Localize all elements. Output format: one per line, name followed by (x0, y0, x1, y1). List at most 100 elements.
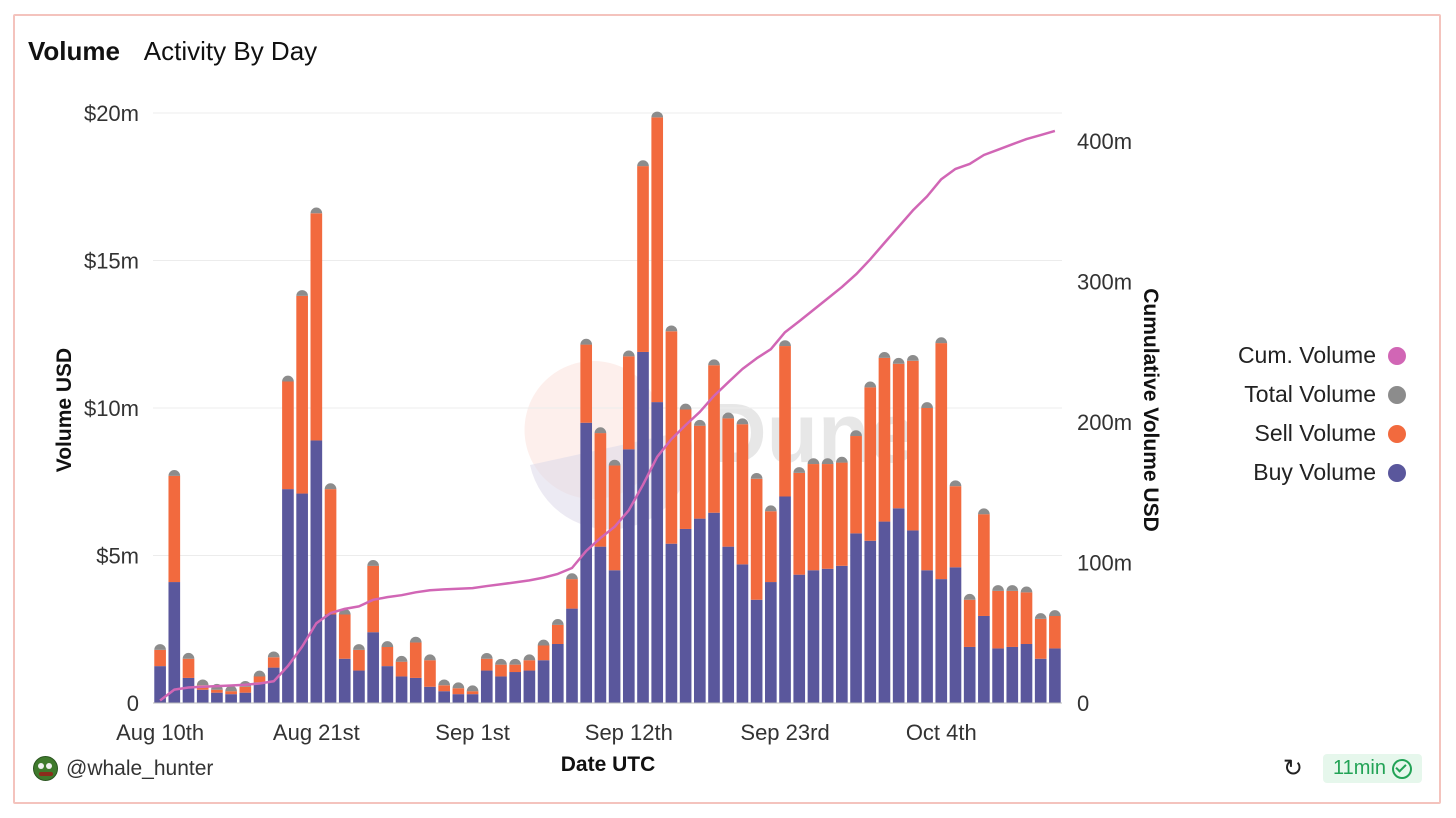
sell-volume-bar (622, 356, 635, 450)
buy-volume-bar (296, 493, 308, 703)
total-volume-marker (466, 685, 479, 692)
total-volume-marker (395, 655, 408, 662)
total-volume-marker (409, 636, 422, 643)
total-volume-marker (850, 430, 862, 437)
sell-volume-bar (537, 645, 550, 661)
buy-volume-bar (168, 582, 181, 703)
total-volume-marker (736, 418, 749, 425)
buy-volume-bar (239, 692, 252, 703)
cum-volume-line (159, 129, 1056, 702)
legend-dot (1388, 385, 1406, 404)
buy-volume-bar (182, 677, 195, 703)
sell-volume-bar (466, 691, 479, 695)
total-volume-marker (267, 651, 280, 658)
total-volume-marker (892, 357, 905, 364)
sell-volume-bar (892, 363, 905, 509)
total-volume-marker (310, 207, 323, 214)
avatar (33, 756, 58, 781)
sell-volume-bar (836, 462, 848, 566)
legend-item-total-volume[interactable]: Total Volume (1238, 375, 1406, 414)
buy-volume-bar (594, 546, 607, 703)
buy-volume-bar (424, 686, 436, 703)
buy-volume-bar (338, 658, 351, 703)
buy-volume-bar (878, 521, 891, 703)
freshness-badge[interactable]: 11min (1323, 754, 1422, 783)
buy-volume-bar (509, 672, 522, 703)
author-name: @whale_hunter (66, 756, 214, 780)
sell-volume-bar (878, 357, 891, 522)
sell-volume-bar (1034, 618, 1047, 659)
tab-volume[interactable]: Volume (28, 36, 120, 66)
buy-volume-bar (765, 582, 777, 703)
sell-volume-bar (296, 295, 308, 494)
buy-volume-bar (452, 694, 465, 703)
buy-volume-bar (708, 512, 720, 703)
sell-volume-bar (637, 166, 649, 352)
legend-label: Buy Volume (1253, 459, 1376, 485)
y2-tick-label: 200m (1077, 410, 1132, 435)
y2-tick-label: 0 (1077, 691, 1089, 716)
total-volume-marker (779, 340, 791, 347)
sell-volume-bar (963, 599, 976, 647)
sell-volume-bar (381, 646, 394, 667)
refresh-icon[interactable]: ↻ (1282, 754, 1303, 782)
sell-volume-bar (338, 614, 351, 659)
buy-volume-bar (992, 648, 1004, 703)
sell-volume-bar (452, 688, 465, 695)
total-volume-marker (978, 508, 990, 515)
sell-volume-bar (935, 343, 948, 580)
sell-volume-bar (594, 433, 607, 547)
sell-volume-bar (679, 409, 692, 529)
sell-volume-bar (424, 660, 436, 687)
total-volume-marker (679, 403, 692, 410)
total-volume-marker (182, 652, 195, 659)
legend-label: Total Volume (1244, 381, 1376, 407)
buy-volume-bar (523, 670, 536, 703)
sell-volume-bar (438, 685, 450, 692)
sell-volume-bar (551, 624, 564, 644)
legend-item-cum-volume[interactable]: Cum. Volume (1238, 336, 1406, 375)
sell-volume-bar (864, 387, 877, 541)
buy-volume-bar (836, 565, 848, 703)
legend-label: Sell Volume (1254, 420, 1376, 446)
sell-volume-bar (480, 658, 493, 671)
sell-volume-bar (509, 664, 522, 673)
buy-volume-bar (395, 676, 408, 703)
sell-volume-bar (921, 408, 933, 571)
x-tick-label: Sep 23rd (740, 720, 829, 745)
buy-volume-bar (196, 689, 209, 703)
sell-volume-bar (850, 436, 862, 534)
total-volume-marker (452, 682, 465, 689)
total-volume-marker (935, 337, 948, 344)
sell-volume-bar (736, 424, 749, 565)
buy-volume-bar (225, 694, 237, 703)
buy-volume-bar (495, 676, 507, 703)
total-volume-marker (168, 470, 181, 476)
buy-volume-bar (722, 546, 735, 703)
total-volume-marker (196, 679, 209, 686)
legend-item-buy-volume[interactable]: Buy Volume (1238, 453, 1406, 492)
buy-volume-bar (637, 351, 649, 703)
total-volume-marker (765, 505, 777, 512)
total-volume-marker (282, 375, 294, 382)
buy-volume-bar (651, 402, 664, 703)
y-tick-label: $5m (96, 544, 139, 569)
buy-volume-bar (907, 530, 919, 703)
chart-title: Activity By Day (143, 36, 318, 66)
sell-volume-bar (992, 590, 1004, 649)
buy-volume-bar (750, 599, 763, 703)
sell-volume-bar (154, 649, 166, 667)
buy-volume-bar (253, 682, 266, 703)
buy-volume-bar (537, 660, 550, 703)
sell-volume-bar (523, 660, 536, 671)
chart-header: Volume Activity By Day (28, 36, 317, 67)
total-volume-marker (1049, 610, 1061, 616)
total-volume-marker (509, 658, 522, 665)
buy-volume-bar (310, 440, 323, 703)
total-volume-marker (438, 679, 450, 686)
author[interactable]: @whale_hunter (33, 756, 213, 781)
legend-item-sell-volume[interactable]: Sell Volume (1238, 414, 1406, 453)
buy-volume-bar (978, 615, 990, 703)
buy-volume-bar (324, 614, 337, 703)
